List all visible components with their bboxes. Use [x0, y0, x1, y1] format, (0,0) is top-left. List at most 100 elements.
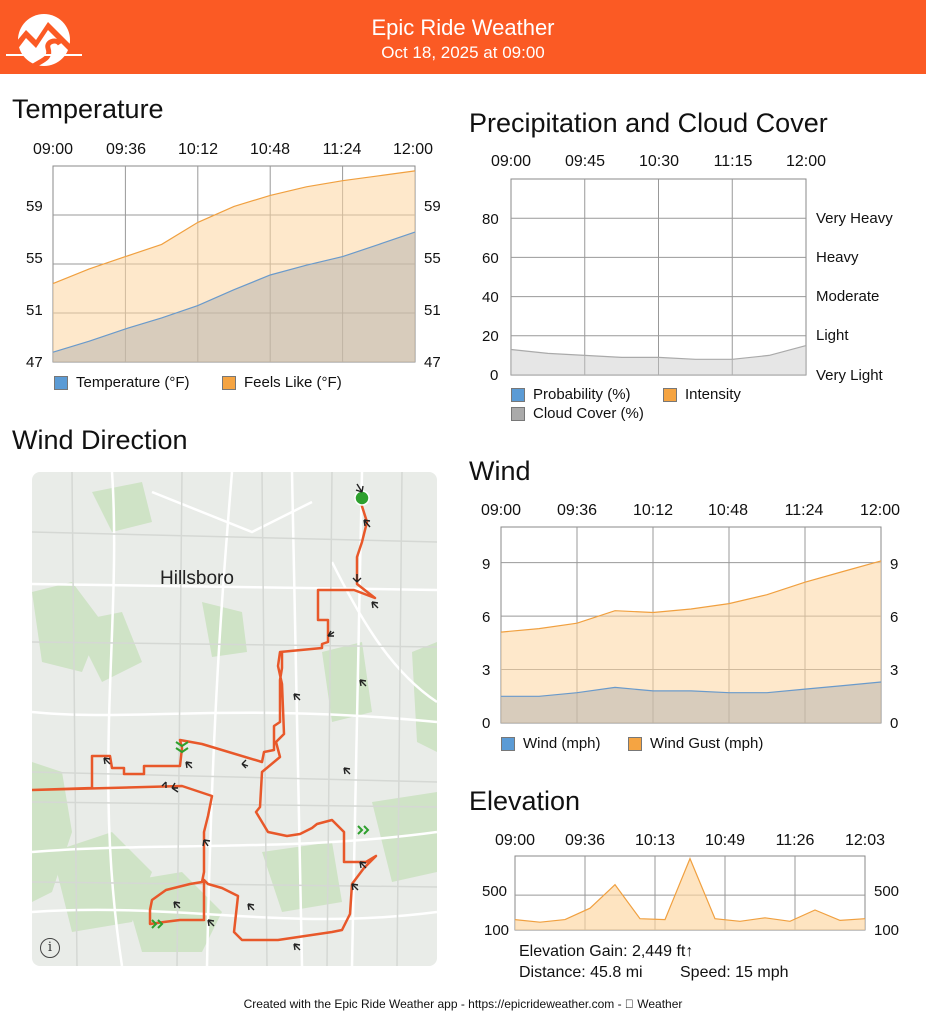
x-tick: 11:24: [322, 141, 362, 158]
legend-label: Cloud Cover (%): [533, 405, 644, 422]
legend-swatch: [511, 406, 525, 421]
series-line: [500, 560, 882, 633]
y-tick: 59: [424, 198, 441, 215]
y-tick: 6: [482, 609, 491, 626]
route-distance: Distance: 45.8 mi: [519, 964, 643, 981]
wind-arrows: [103, 483, 379, 951]
wind-direction-title: Wind Direction: [12, 425, 188, 455]
y-tick: 3: [482, 662, 491, 679]
map-streets: [32, 472, 437, 966]
x-tick: 10:12: [632, 502, 674, 519]
x-tick: 10:13: [634, 832, 676, 849]
series-line: [510, 345, 807, 360]
x-tick: 11:26: [775, 832, 815, 849]
y-tick: 60: [482, 250, 499, 267]
route-map[interactable]: Hillsboro i: [32, 472, 437, 966]
series-line: [501, 681, 882, 697]
chevron-markers: [151, 741, 370, 929]
series-area: [501, 682, 881, 723]
y-tick: 47: [26, 354, 43, 371]
x-tick: 12:03: [844, 832, 886, 849]
x-tick: 10:12: [177, 141, 219, 158]
series-line: [52, 231, 416, 353]
y-tick: 55: [424, 250, 441, 267]
x-tick: 11:24: [784, 502, 824, 519]
wind-chart: [500, 526, 882, 724]
x-tick: 10:30: [638, 153, 680, 170]
temperature-title: Temperature: [12, 94, 164, 124]
header-bar: Epic Ride Weather Oct 18, 2025 at 09:00: [0, 0, 926, 74]
y-tick: 51: [424, 302, 441, 319]
y-tick: 100: [484, 922, 510, 939]
x-tick: 09:00: [480, 502, 522, 519]
info-icon[interactable]: i: [40, 938, 60, 958]
precip-title: Precipitation and Cloud Cover: [469, 108, 828, 138]
y-tick: 9: [890, 556, 899, 573]
y-tick: 47: [424, 354, 441, 371]
elevation-gain: Elevation Gain: 2,449 ft↑: [519, 943, 694, 960]
y-tick: 40: [482, 289, 499, 306]
elevation-title: Elevation: [469, 786, 581, 816]
legend-swatch: [222, 375, 236, 390]
map-place-label: Hillsboro: [160, 568, 234, 589]
series-area: [53, 170, 415, 362]
x-tick: 12:00: [785, 153, 827, 170]
y-tick: 20: [482, 328, 499, 345]
x-tick: 09:00: [32, 141, 74, 158]
route-line: [32, 499, 378, 942]
legend-label: Temperature (°F): [76, 374, 190, 391]
x-tick: 10:49: [704, 832, 746, 849]
y-tick: Very Light: [816, 367, 883, 384]
x-tick: 12:00: [392, 141, 434, 158]
x-tick: 10:48: [707, 502, 749, 519]
legend-label: Feels Like (°F): [244, 374, 342, 391]
x-tick: 09:36: [556, 502, 598, 519]
precip-chart: [510, 178, 807, 376]
series-area: [53, 232, 415, 362]
x-tick: 12:00: [859, 502, 901, 519]
legend-swatch: [511, 387, 525, 402]
x-tick: 10:48: [249, 141, 291, 158]
legend-swatch: [54, 375, 68, 390]
y-tick: 55: [26, 250, 43, 267]
legend-item: Probability (%): [511, 386, 631, 403]
y-tick: 6: [890, 609, 899, 626]
legend-item: Feels Like (°F): [222, 374, 342, 391]
y-tick: Very Heavy: [816, 210, 893, 227]
legend-item: Intensity: [663, 386, 741, 403]
series-line: [52, 170, 416, 285]
y-tick: 500: [482, 883, 508, 900]
legend-item: Temperature (°F): [54, 374, 190, 391]
series-area: [511, 345, 806, 375]
y-tick: 51: [26, 302, 43, 319]
forecast-datetime: Oct 18, 2025 at 09:00: [381, 43, 545, 62]
y-tick: 59: [26, 198, 43, 215]
y-tick: 80: [482, 211, 499, 228]
footer-credit: Created with the Epic Ride Weather app -…: [244, 997, 683, 1011]
x-tick: 09:45: [564, 153, 606, 170]
epic-ride-logo-icon: [6, 14, 82, 72]
route-speed: Speed: 15 mph: [680, 964, 789, 981]
x-tick: 11:15: [713, 153, 753, 170]
y-tick: 100: [874, 922, 900, 939]
y-tick: 0: [890, 715, 899, 732]
app-title: Epic Ride Weather: [371, 15, 555, 40]
wind-title: Wind: [469, 456, 531, 486]
y-tick: 0: [482, 715, 491, 732]
legend-label: Wind (mph): [523, 735, 601, 752]
y-tick: Light: [816, 327, 849, 344]
x-tick: 09:36: [564, 832, 606, 849]
legend-item: Cloud Cover (%): [511, 405, 644, 422]
y-tick: Heavy: [816, 249, 859, 266]
legend-item: Wind (mph): [501, 735, 601, 752]
x-tick: 09:36: [105, 141, 147, 158]
y-tick: Moderate: [816, 288, 880, 305]
series-area: [515, 858, 865, 930]
legend-item: Wind Gust (mph): [628, 735, 763, 752]
map-base: [32, 472, 437, 966]
y-tick: 0: [490, 367, 499, 384]
temperature-chart: [52, 165, 416, 363]
elevation-chart: [514, 855, 866, 931]
legend-label: Intensity: [685, 386, 741, 403]
y-tick: 3: [890, 662, 899, 679]
